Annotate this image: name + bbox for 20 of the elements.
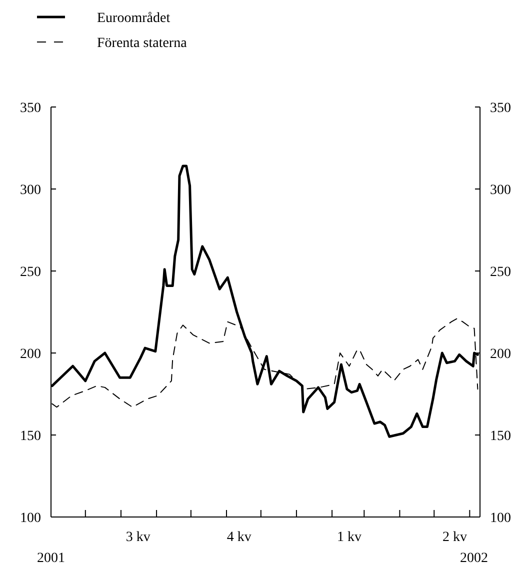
y2-tick-label: 200 [490,347,511,362]
text: 2002 [460,551,488,566]
y-tick-label: 350 [20,101,41,116]
y2-tick-label: 350 [490,101,511,116]
y-tick-label: 100 [20,511,41,526]
x-tick-label: 3 kv [126,530,150,545]
x-tick-label: 4 kv [226,530,252,545]
legend-label: Förenta staterna [97,36,188,51]
x-tick-label: 2 kv [442,530,468,545]
y-tick-label: 250 [20,265,41,280]
text: 2001 [37,551,65,566]
y2-tick-label: 100 [490,511,511,526]
y-tick-label: 150 [20,429,41,444]
legend-label: Euroområdet [97,11,170,26]
x-tick-label: 1 kv [336,530,362,545]
y2-tick-label: 300 [490,183,511,198]
y2-tick-label: 150 [490,429,511,444]
y-tick-label: 300 [20,183,41,198]
y-tick-label: 200 [20,347,41,362]
y2-tick-label: 250 [490,265,511,280]
